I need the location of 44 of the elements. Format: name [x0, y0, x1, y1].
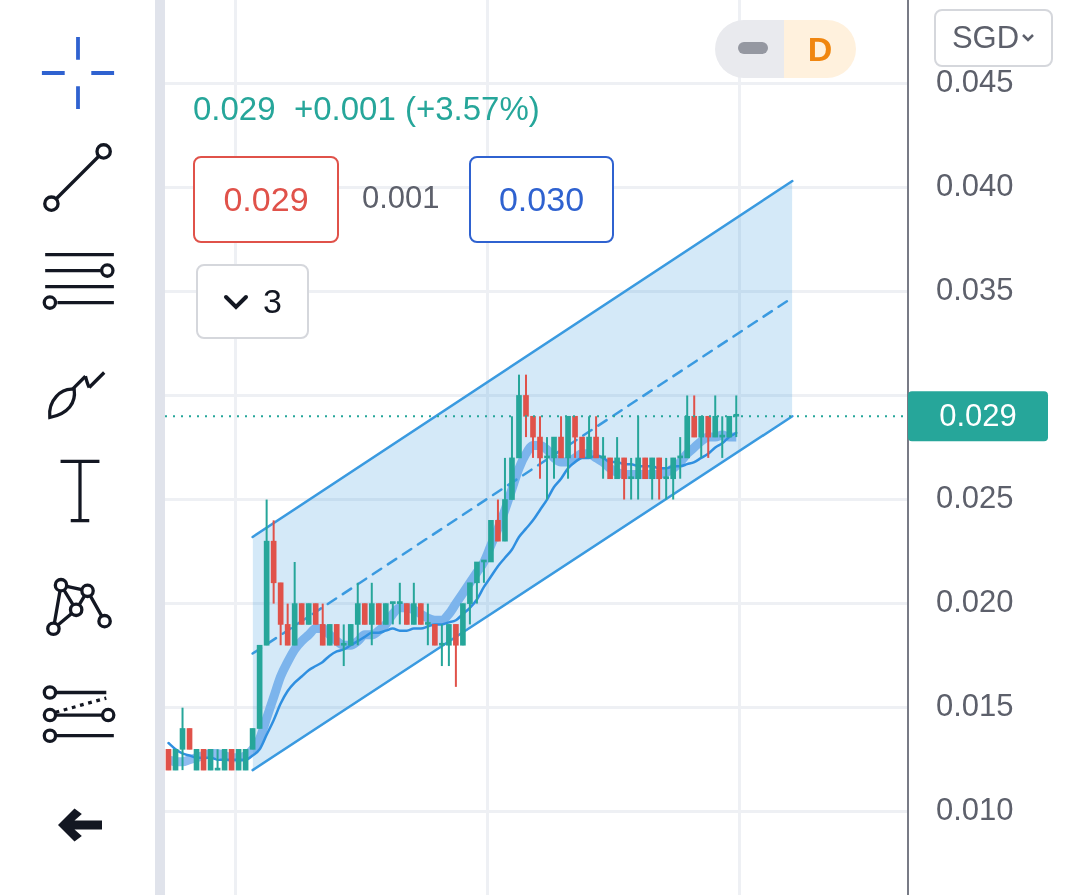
- candlestick: [418, 602, 424, 626]
- candlestick: [179, 706, 186, 772]
- candlestick: [361, 602, 368, 626]
- candlestick: [404, 602, 410, 626]
- y-tick-label: 0.015: [936, 688, 1014, 724]
- candlestick: [411, 581, 417, 626]
- candlestick: [284, 602, 291, 647]
- candlestick: [249, 727, 256, 751]
- text: SGD: [951, 20, 1020, 56]
- candlestick: [432, 623, 438, 647]
- y-tick-label: 0.045: [936, 63, 1014, 99]
- candlestick: [425, 602, 431, 647]
- y-tick-label: 0.025: [936, 480, 1014, 516]
- candlestick: [656, 456, 662, 501]
- candlestick: [691, 394, 698, 439]
- annotation: D: [807, 29, 833, 69]
- y-tick-label: 0.010: [936, 792, 1014, 828]
- candlestick: [298, 602, 305, 626]
- y-tick-label: 0.020: [936, 584, 1014, 620]
- candlestick: [326, 623, 333, 647]
- candlestick: [705, 415, 712, 459]
- annotation: 0.030: [498, 180, 585, 219]
- candlestick: [537, 415, 543, 480]
- candlestick: [495, 498, 501, 543]
- candlestick: [368, 581, 375, 647]
- annotation: 3: [263, 282, 282, 321]
- candlestick: [579, 436, 585, 459]
- candlestick: [649, 456, 655, 501]
- candlestick: [333, 623, 340, 647]
- candlestick: [614, 436, 620, 480]
- y-tick-label: 0.035: [936, 271, 1014, 307]
- candlestick: [558, 415, 564, 459]
- annotation: 0.001: [362, 180, 440, 215]
- candlestick: [186, 727, 193, 751]
- candlestick: [305, 602, 312, 626]
- candlestick: [453, 623, 459, 688]
- text: 0.029 +0.001 (+3.57%): [193, 90, 540, 128]
- candlestick: [375, 602, 382, 626]
- candlestick: [621, 456, 627, 501]
- candlestick: [572, 415, 578, 459]
- y-tick-label: 0.040: [936, 167, 1014, 203]
- candlestick: [593, 415, 599, 459]
- annotation: 0.029: [223, 180, 309, 219]
- ref-line-label: 0.029: [939, 397, 1017, 433]
